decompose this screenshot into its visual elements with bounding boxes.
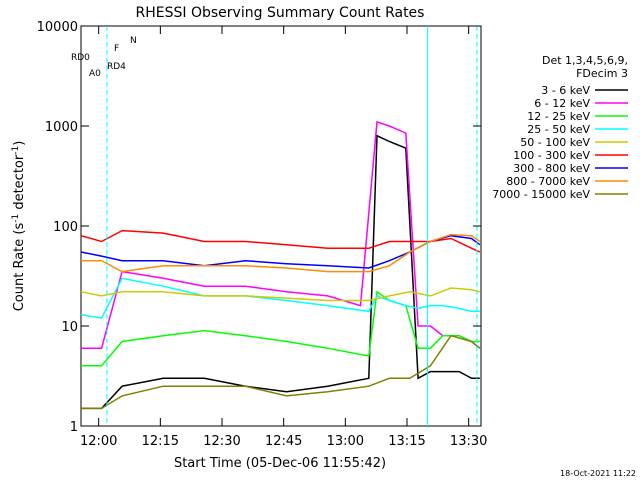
x-tick-label: 13:00 — [327, 434, 364, 449]
series-line-1 — [81, 120, 481, 349]
series-line-5 — [80, 229, 481, 253]
y-tick-label: 1000 — [45, 120, 78, 135]
x-tick-label: 12:00 — [80, 434, 117, 449]
legend-label: 7000 - 15000 keV — [492, 188, 590, 201]
legend-label: 300 - 800 keV — [513, 162, 590, 175]
legend-label: 12 - 25 keV — [527, 110, 590, 123]
series-line-4 — [80, 287, 480, 302]
x-tick-label: 13:15 — [388, 434, 425, 449]
plot-frame — [80, 25, 482, 427]
series-line-0 — [81, 134, 480, 410]
y-axis-label-part: ) — [12, 141, 27, 146]
series-line-2 — [81, 290, 480, 367]
flag-label-attenuator: A0 — [89, 69, 101, 79]
y-tick-label: 100 — [53, 220, 78, 235]
y-axis-label: Count Rate (s-1 detector-1) — [11, 141, 27, 312]
legend-header: FDecim 3 — [576, 67, 628, 80]
x-axis-label: Start Time (05-Dec-06 11:55:42) — [174, 456, 386, 471]
footer-timestamp: 18-Oct-2021 11:22 — [560, 469, 636, 478]
x-tick-label: 12:15 — [142, 434, 179, 449]
flags-layer: N F RD0 RD4 A0 — [71, 26, 478, 426]
y-tick-label: 1 — [70, 420, 78, 435]
chart-title: RHESSI Observing Summary Count Rates — [136, 5, 425, 21]
series-line-7 — [81, 233, 481, 273]
flag-label-rd4: RD4 — [107, 62, 126, 72]
legend-label: 3 - 6 keV — [541, 84, 590, 97]
flag-label-flare: F — [114, 44, 119, 54]
legend-label: 50 - 100 keV — [520, 136, 590, 149]
y-axis-label-part: detector — [12, 154, 27, 214]
y-axis-label-sup: -1 — [11, 146, 21, 155]
y-tick-label: 10 — [61, 320, 78, 335]
legend-header: Det 1,3,4,5,6,9, — [542, 54, 628, 67]
x-tick-label: 13:30 — [450, 434, 487, 449]
x-tick-label: 12:30 — [203, 434, 240, 449]
legend-label: 25 - 50 keV — [527, 123, 590, 136]
legend-label: 6 - 12 keV — [534, 97, 590, 110]
legend-label: 100 - 300 keV — [513, 149, 590, 162]
series-layer — [80, 120, 481, 410]
x-tick-label: 12:45 — [265, 434, 302, 449]
series-line-6 — [80, 234, 481, 269]
series-line-8 — [81, 334, 481, 410]
legend-label: 800 - 7000 keV — [506, 175, 590, 188]
axes-layer: 12:00 12:15 12:30 12:45 13:00 13:15 13:30 1 10 10… — [37, 20, 488, 449]
flag-label-rd0: RD0 — [71, 53, 90, 63]
y-axis-label-sup: -1 — [11, 214, 21, 223]
flag-label-night: N — [130, 36, 137, 46]
series-line-3 — [80, 277, 480, 319]
y-tick-label: 10000 — [37, 20, 78, 35]
y-axis-label-part: Count Rate (s — [12, 223, 27, 312]
